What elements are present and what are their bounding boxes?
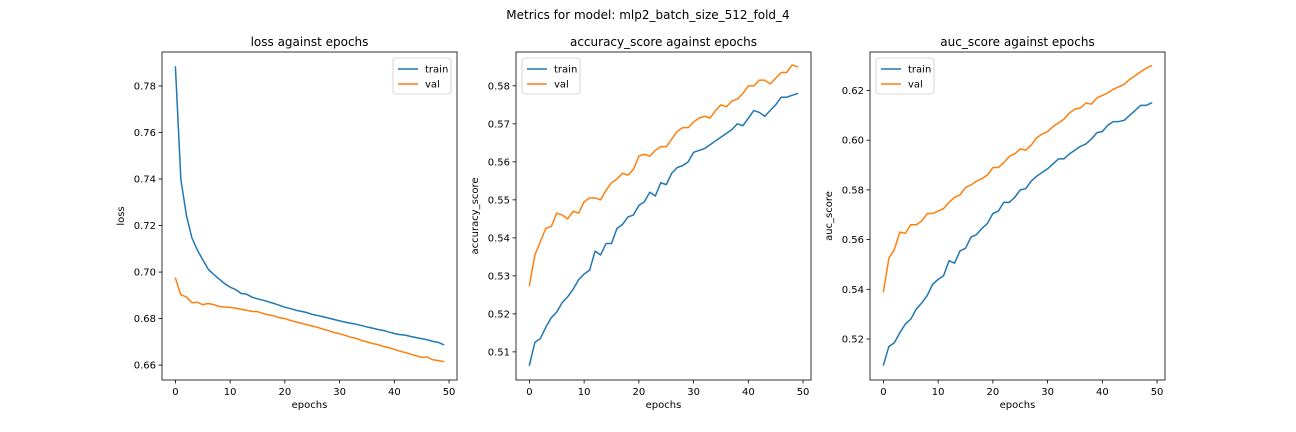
auc-chart-title: auc_score against epochs (940, 35, 1094, 49)
auc-ytick-label-5: 0.62 (842, 86, 864, 97)
accuracy-xtick-label-3: 30 (687, 387, 700, 398)
auc-xtick-label-0: 0 (880, 387, 886, 398)
accuracy-chart-ylabel: accuracy_score (470, 178, 481, 255)
accuracy-ytick-label-3: 0.54 (488, 233, 510, 244)
loss-ytick-label-4: 0.74 (134, 175, 156, 186)
loss-chart: loss against epochs epochs loss 0 10 20 30 4… (116, 35, 458, 411)
auc-chart: auc_score against epochs epochs auc_scor… (824, 35, 1166, 411)
loss-series-line-val (174, 277, 445, 363)
loss-ytick-label-1: 0.68 (134, 314, 156, 325)
auc-chart-legend-val-label: val (908, 80, 923, 91)
accuracy-chart-legend-val-label: val (554, 80, 569, 91)
auc-series-line-val (882, 64, 1153, 293)
accuracy-xtick-label-1: 10 (578, 387, 591, 398)
loss-xtick-label-3: 30 (333, 387, 346, 398)
auc-xtick-label-5: 50 (1151, 387, 1164, 398)
accuracy-series-line-train (528, 92, 799, 366)
auc-xtick-label-2: 20 (987, 387, 1000, 398)
loss-chart-xlabel: epochs (292, 400, 328, 411)
auc-ytick-label-0: 0.52 (842, 335, 864, 346)
loss-ytick-label-0: 0.66 (134, 361, 156, 372)
accuracy-ytick-label-7: 0.58 (488, 81, 510, 92)
auc-xtick-label-4: 40 (1096, 387, 1109, 398)
accuracy-xtick-label-5: 50 (797, 387, 810, 398)
loss-legend-box (392, 57, 452, 95)
accuracy-ytick-label-4: 0.55 (488, 195, 510, 206)
accuracy-ytick-label-5: 0.56 (488, 157, 510, 168)
loss-xtick-label-5: 50 (443, 387, 456, 398)
loss-chart-legend-val-label: val (425, 80, 440, 91)
accuracy-chart-frame (515, 51, 812, 381)
loss-ytick-label-6: 0.78 (134, 81, 156, 92)
accuracy-ytick-label-0: 0.51 (488, 347, 510, 358)
loss-chart-ylabel: loss (116, 206, 127, 225)
loss-chart-legend-train-label: train (425, 65, 448, 76)
auc-chart-xlabel: epochs (1000, 400, 1036, 411)
accuracy-ytick-label-6: 0.57 (488, 119, 510, 130)
loss-xtick-label-4: 40 (388, 387, 401, 398)
loss-ytick-label-5: 0.76 (134, 128, 156, 139)
loss-xtick-label-1: 10 (224, 387, 237, 398)
auc-ytick-label-3: 0.58 (842, 185, 864, 196)
accuracy-xtick-label-2: 20 (633, 387, 646, 398)
accuracy-chart-title: accuracy_score against epochs (570, 35, 757, 49)
accuracy-legend-box (521, 57, 581, 95)
loss-xtick-label-0: 0 (172, 387, 178, 398)
accuracy-chart: accuracy_score against epochs epochs acc… (470, 35, 812, 411)
auc-xtick-label-3: 30 (1041, 387, 1054, 398)
accuracy-chart-xlabel: epochs (646, 400, 682, 411)
auc-chart-frame (869, 51, 1166, 381)
loss-ytick-label-2: 0.70 (134, 268, 156, 279)
auc-chart-ylabel: auc_score (824, 191, 835, 241)
auc-legend-box (875, 57, 935, 95)
auc-ytick-label-2: 0.56 (842, 235, 864, 246)
loss-series-line-train (174, 66, 445, 346)
auc-xtick-label-1: 10 (932, 387, 945, 398)
auc-ytick-label-1: 0.54 (842, 285, 864, 296)
loss-chart-frame (161, 51, 458, 381)
figure-title: Metrics for model: mlp2_batch_size_512_f… (506, 8, 789, 22)
accuracy-chart-legend-train-label: train (554, 65, 577, 76)
loss-chart-title: loss against epochs (251, 35, 369, 49)
accuracy-xtick-label-4: 40 (742, 387, 755, 398)
auc-ytick-label-4: 0.60 (842, 136, 864, 147)
accuracy-ytick-label-1: 0.52 (488, 309, 510, 320)
auc-chart-legend-train-label: train (908, 65, 931, 76)
loss-xtick-label-2: 20 (279, 387, 292, 398)
auc-series-line-train (882, 102, 1153, 366)
loss-ytick-label-3: 0.72 (134, 221, 156, 232)
accuracy-ytick-label-2: 0.53 (488, 271, 510, 282)
accuracy-series-line-val (528, 64, 799, 287)
accuracy-xtick-label-0: 0 (526, 387, 532, 398)
